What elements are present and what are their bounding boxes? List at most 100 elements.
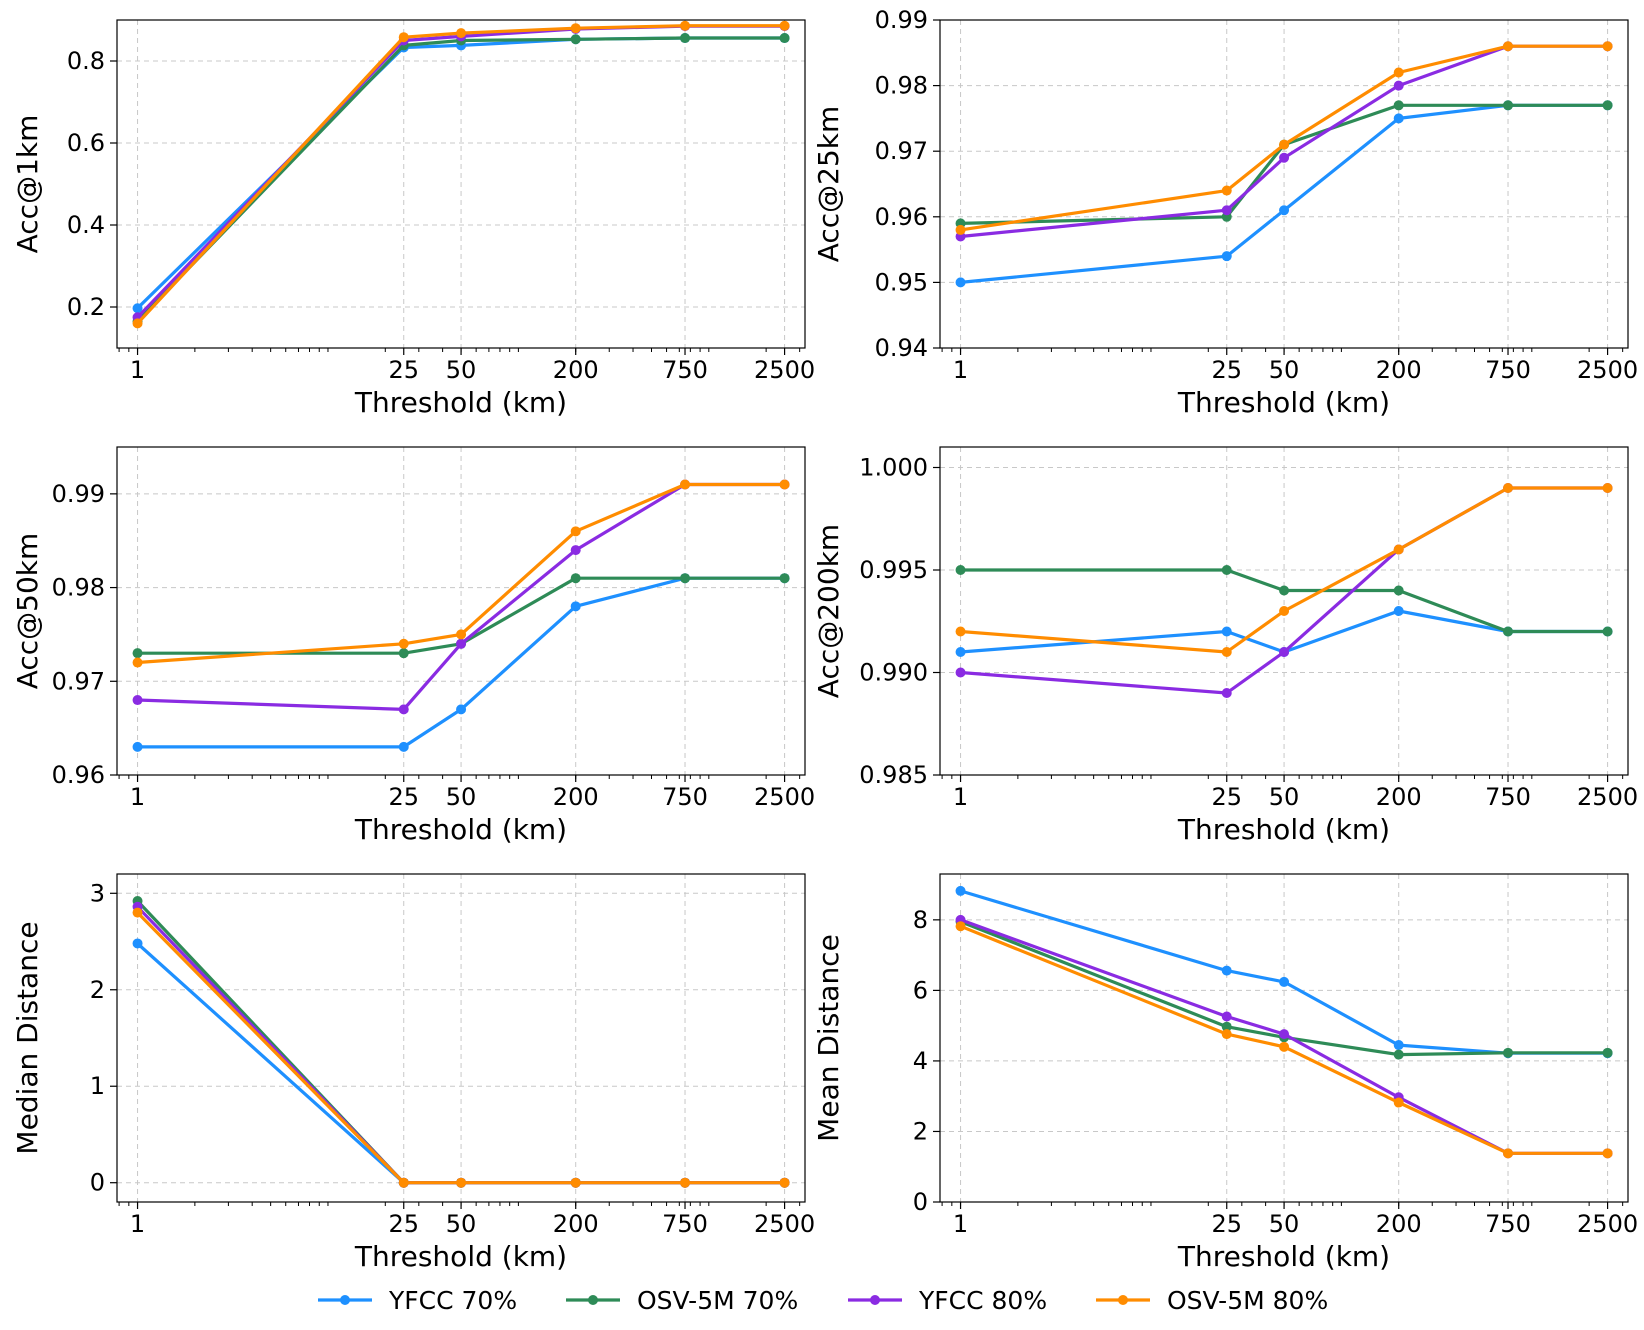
y-tick-label: 4 [913,1047,928,1075]
data-point [955,921,966,932]
data-point [680,573,691,584]
series-line-4 [136,911,785,1185]
data-point [398,741,409,752]
x-tick-label: 50 [446,783,477,811]
x-axis-label: Threshold (km) [1177,813,1390,846]
y-tick-label: 0.98 [52,574,105,602]
plot-frame [939,873,1629,1203]
y-tick-label: 0.99 [52,480,105,508]
data-point [955,626,966,637]
x-tick-label: 200 [553,1210,599,1238]
data-point [570,526,581,537]
x-tick-label: 750 [662,356,708,384]
x-tick-label: 25 [388,1210,419,1238]
data-point [1221,565,1232,575]
data-point [570,545,581,556]
data-point [1393,606,1404,616]
data-point [456,629,467,640]
y-tick-label: 0.95 [875,268,928,296]
data-point [1602,626,1613,637]
data-point [456,704,467,715]
data-point [1221,1011,1232,1022]
data-point [1221,1021,1232,1032]
data-point [1279,1041,1290,1052]
data-point [779,33,790,44]
plot-frame [116,446,806,776]
series-line-2 [137,576,785,655]
data-point [1602,41,1613,52]
data-point [398,32,409,43]
data-point [1393,585,1404,596]
data-point [779,573,790,584]
x-tick-label: 1 [953,356,968,384]
y-tick-label: 0.99 [875,6,928,34]
data-point [1393,1040,1404,1051]
x-axis-label: Threshold (km) [1177,386,1390,419]
data-point [1503,1148,1514,1159]
plot-frame [116,19,806,349]
data-point [1221,251,1232,262]
x-tick-label: 25 [1211,783,1242,811]
data-point [1503,100,1514,111]
data-point [680,20,691,31]
x-tick-label: 2500 [1577,1210,1638,1238]
series-line-4 [960,44,1608,232]
data-point [1279,585,1290,596]
data-point [1393,67,1404,78]
data-point [570,34,581,45]
data-point [456,638,467,649]
legend: YFCC 70% OSV-5M 70% YFCC 80% OSV-5M 80% [318,1286,1328,1315]
x-tick-label: 1 [953,1210,968,1238]
data-point [1393,113,1404,124]
series-line-2 [136,36,785,323]
data-point [398,638,409,649]
plot-frame [116,873,806,1203]
x-axis-label: Threshold (km) [354,1240,567,1273]
legend-label: YFCC 70% [388,1286,517,1315]
data-point [955,647,966,657]
data-point [132,657,143,668]
plot-frame [939,446,1629,776]
y-tick-label: 1 [90,1072,105,1100]
y-tick-label: 2 [90,976,105,1004]
data-point [955,224,966,235]
data-point [955,277,966,288]
y-tick-label: 0 [913,1188,928,1216]
y-tick-label: 0.97 [875,137,928,165]
y-tick-label: 1.000 [859,454,928,482]
x-tick-label: 200 [553,356,599,384]
chart-panel-1: 1 25 50 200 750 2500 0.2 0.4 0.6 0.8 Threshold (km… [11,19,815,419]
x-tick-label: 200 [1376,356,1422,384]
y-tick-label: 0.96 [875,203,928,231]
data-point [1602,483,1613,493]
data-point [1602,100,1613,111]
series-line-2 [960,103,1608,225]
x-tick-label: 25 [388,356,419,384]
x-tick-label: 50 [1269,356,1300,384]
x-tick-label: 750 [1485,783,1531,811]
y-tick-label: 3 [90,879,105,907]
data-point [1393,100,1404,111]
y-tick-label: 8 [913,906,928,934]
chart-panel-4: 1 25 50 200 750 2500 0.985 0.990 0.995 1.000 Thres… [812,446,1638,846]
x-axis-label: Threshold (km) [354,386,567,419]
data-point [1221,1029,1232,1040]
x-axis-label: Threshold (km) [1177,1240,1390,1273]
data-point [132,907,143,918]
series-line-4 [959,924,1608,1155]
data-point [570,601,581,612]
x-tick-label: 50 [1269,1210,1300,1238]
series-line-4 [136,24,785,325]
data-point [1279,606,1290,616]
data-point [1393,1097,1404,1108]
x-tick-label: 2500 [754,356,815,384]
y-tick-label: 0.96 [52,761,105,789]
x-axis-label: Threshold (km) [354,813,567,846]
data-point [456,1177,467,1188]
series-line-2 [960,568,1608,634]
y-tick-label: 0.98 [875,72,928,100]
x-tick-label: 750 [1485,1210,1531,1238]
y-tick-label: 0.97 [52,667,105,695]
